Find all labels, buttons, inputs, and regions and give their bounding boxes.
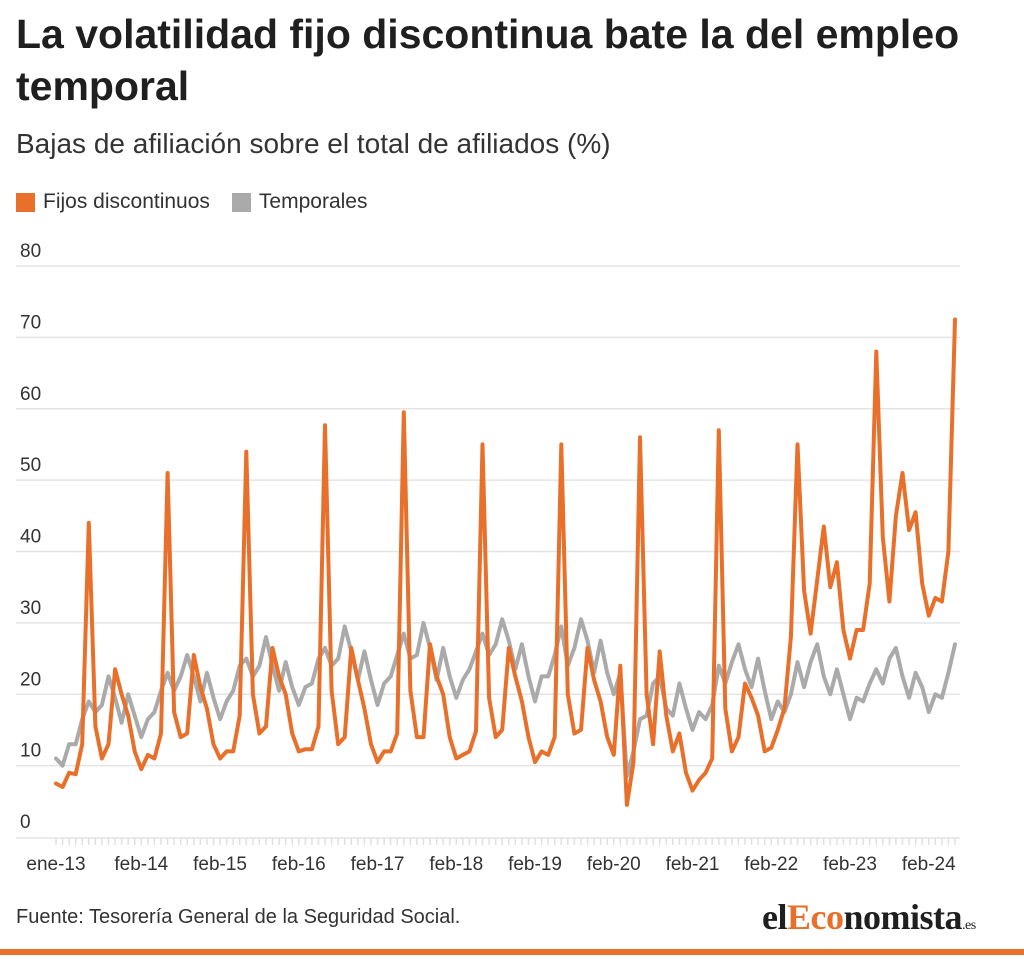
- y-tick-label: 80: [20, 241, 41, 262]
- x-tick-label: feb-19: [508, 854, 562, 875]
- chart-subtitle: Bajas de afiliación sobre el total de af…: [16, 128, 611, 159]
- y-tick-label: 70: [20, 312, 41, 333]
- y-tick-label: 50: [20, 455, 41, 476]
- y-tick-label: 60: [20, 384, 41, 405]
- logo-prefix: el: [762, 897, 787, 937]
- legend-swatch-temporales: [231, 192, 251, 212]
- legend-label-temporales: Temporales: [258, 190, 368, 213]
- x-tick-label: feb-22: [744, 854, 798, 875]
- x-tick-label: feb-16: [272, 854, 326, 875]
- chart-legend: Fijos discontinuos Temporales: [16, 190, 367, 214]
- series-line-temporales: [54, 617, 957, 779]
- logo-accent: Eco: [786, 897, 844, 937]
- logo-suffix: nomista: [843, 897, 962, 937]
- chart-series: [54, 317, 957, 807]
- y-tick-label: 30: [20, 598, 41, 619]
- x-tick-label: feb-20: [587, 854, 641, 875]
- legend-swatch-fijos: [16, 192, 35, 212]
- x-tick-label: feb-18: [429, 854, 483, 875]
- x-tick-label: feb-21: [666, 854, 720, 875]
- series-line-fijos-discontinuos: [54, 317, 957, 807]
- legend-item-fijos: Fijos discontinuos: [16, 190, 210, 214]
- x-axis: ene-13 feb-14 feb-15 feb-16 feb-17 feb-18 feb-…: [16, 837, 960, 875]
- x-tick-label: ene-13: [26, 854, 85, 875]
- publisher-logo: elEconomista.es: [762, 896, 976, 938]
- x-tick-label: feb-15: [193, 854, 247, 875]
- y-tick-label: 20: [20, 669, 41, 690]
- y-axis-labels: 0 10 20 30 40 50 60 70 80: [20, 241, 41, 833]
- legend-label-fijos: Fijos discontinuos: [43, 190, 210, 213]
- y-tick-label: 0: [20, 812, 31, 833]
- y-tick-label: 10: [20, 741, 41, 762]
- x-tick-label: feb-23: [823, 854, 877, 875]
- x-tick-label: feb-17: [351, 854, 405, 875]
- x-tick-label: feb-24: [902, 854, 956, 875]
- logo-domain: .es: [962, 918, 976, 933]
- bottom-rule: [0, 949, 1024, 955]
- x-tick-label: feb-14: [114, 854, 168, 875]
- line-chart: 0 10 20 30 40 50 60 70 80 ene-13 feb-14 feb-15 feb-…: [16, 241, 960, 875]
- y-tick-label: 40: [20, 527, 41, 548]
- legend-item-temporales: Temporales: [231, 190, 368, 214]
- source-note: Fuente: Tesorería General de la Segurida…: [16, 906, 461, 928]
- chart-title: La volatilidad fijo discontinua bate la …: [16, 11, 960, 109]
